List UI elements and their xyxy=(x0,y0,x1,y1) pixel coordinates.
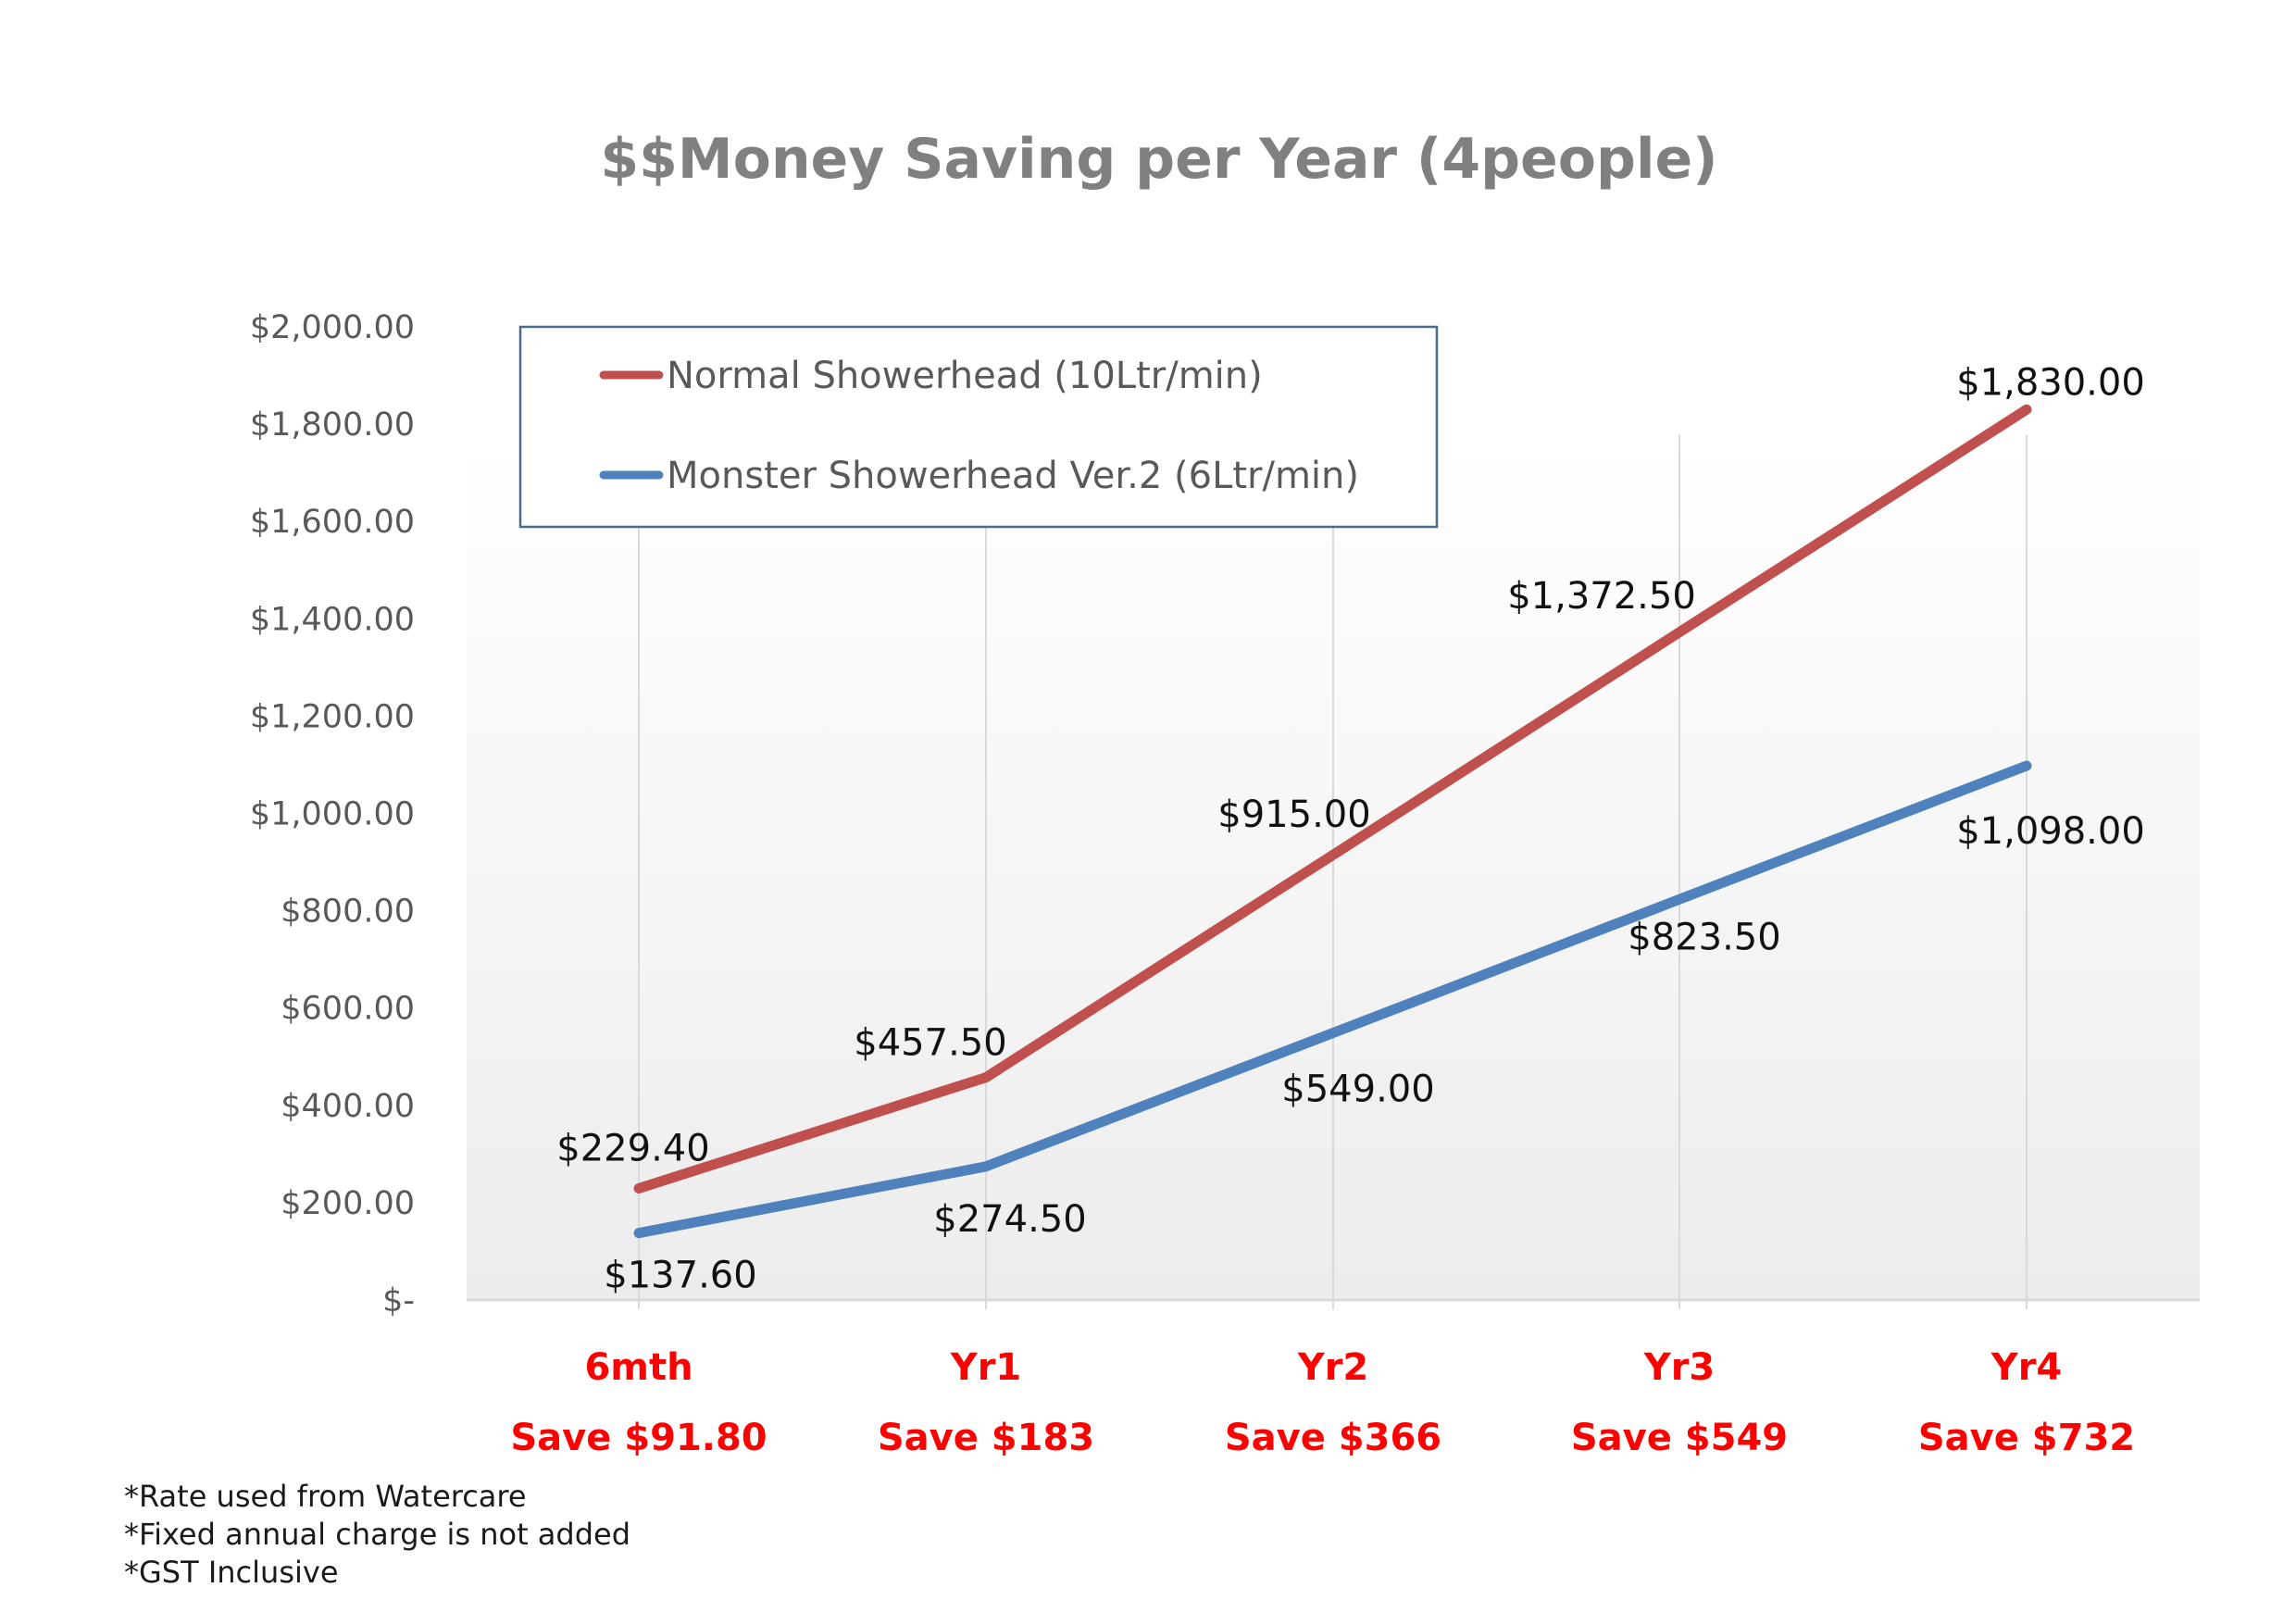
savings-label: Save $732 xyxy=(1918,1417,2135,1459)
data-label: $1,372.50 xyxy=(1507,575,1696,618)
savings-label: Save $549 xyxy=(1571,1417,1788,1459)
y-axis-ticks: $- $200.00 $400.00 $600.00 $800.00 $1,000.00 $… xyxy=(250,309,415,1319)
y-tick-label: $1,400.00 xyxy=(250,601,415,638)
footnote-rate: *Rate used from Watercare xyxy=(124,1479,527,1514)
y-tick-label: $1,600.00 xyxy=(250,504,415,541)
x-axis-categories: 6mth Save $91.80 Yr1 Save $183 Yr2 Save $366 Y… xyxy=(510,1346,2135,1459)
y-tick-label: $- xyxy=(382,1282,415,1319)
data-label: $274.50 xyxy=(933,1198,1086,1241)
vertical-gridlines xyxy=(638,435,2028,1309)
data-label: $1,098.00 xyxy=(1956,810,2145,853)
y-tick-label: $400.00 xyxy=(281,1088,415,1125)
y-tick-label: $800.00 xyxy=(281,894,415,931)
legend: Normal Showerhead (10Ltr/min) Monster Sho… xyxy=(518,325,1439,529)
series-line-monster xyxy=(633,760,2032,1239)
series-line-normal xyxy=(633,404,2032,1194)
y-tick-label: $1,200.00 xyxy=(250,698,415,735)
x-category-label: 6mth xyxy=(584,1346,693,1389)
x-category-label: Yr2 xyxy=(1297,1346,1369,1389)
footnotes: *Rate used from Watercare *Fixed annual … xyxy=(124,1478,630,1592)
series-lines xyxy=(633,404,2032,1239)
savings-label: Save $183 xyxy=(878,1417,1094,1459)
y-tick-label: $1,000.00 xyxy=(250,796,415,833)
y-tick-label: $1,800.00 xyxy=(250,406,415,444)
y-tick-label: $2,000.00 xyxy=(250,309,415,346)
legend-box xyxy=(518,325,1439,529)
footnote-gst: *GST Inclusive xyxy=(124,1555,339,1590)
data-label: $137.60 xyxy=(604,1255,756,1297)
y-tick-label: $200.00 xyxy=(281,1185,415,1222)
x-category-label: Yr4 xyxy=(1990,1346,2063,1389)
x-category-label: Yr3 xyxy=(1643,1346,1716,1389)
chart-title: $$Money Saving per Year (4people) xyxy=(600,127,1717,192)
footnote-fixed-charge: *Fixed annual charge is not added xyxy=(124,1517,631,1552)
data-labels: $229.40 $457.50 $915.00 $1,372.50 $1,830.00 $… xyxy=(556,361,2145,1296)
data-label: $1,830.00 xyxy=(1956,361,2145,404)
data-label: $457.50 xyxy=(854,1022,1006,1065)
data-label: $823.50 xyxy=(1628,916,1780,958)
data-label: $549.00 xyxy=(1281,1069,1434,1111)
legend-label: Normal Showerhead (10Ltr/min) xyxy=(667,355,1263,397)
legend-label: Monster Showerhead Ver.2 (6Ltr/min) xyxy=(667,455,1359,497)
data-label: $229.40 xyxy=(556,1127,709,1169)
savings-label: Save $366 xyxy=(1225,1417,1441,1459)
y-tick-label: $600.00 xyxy=(281,991,415,1028)
x-category-label: Yr1 xyxy=(950,1346,1022,1389)
data-label: $915.00 xyxy=(1217,794,1370,836)
savings-label: Save $91.80 xyxy=(510,1417,767,1459)
